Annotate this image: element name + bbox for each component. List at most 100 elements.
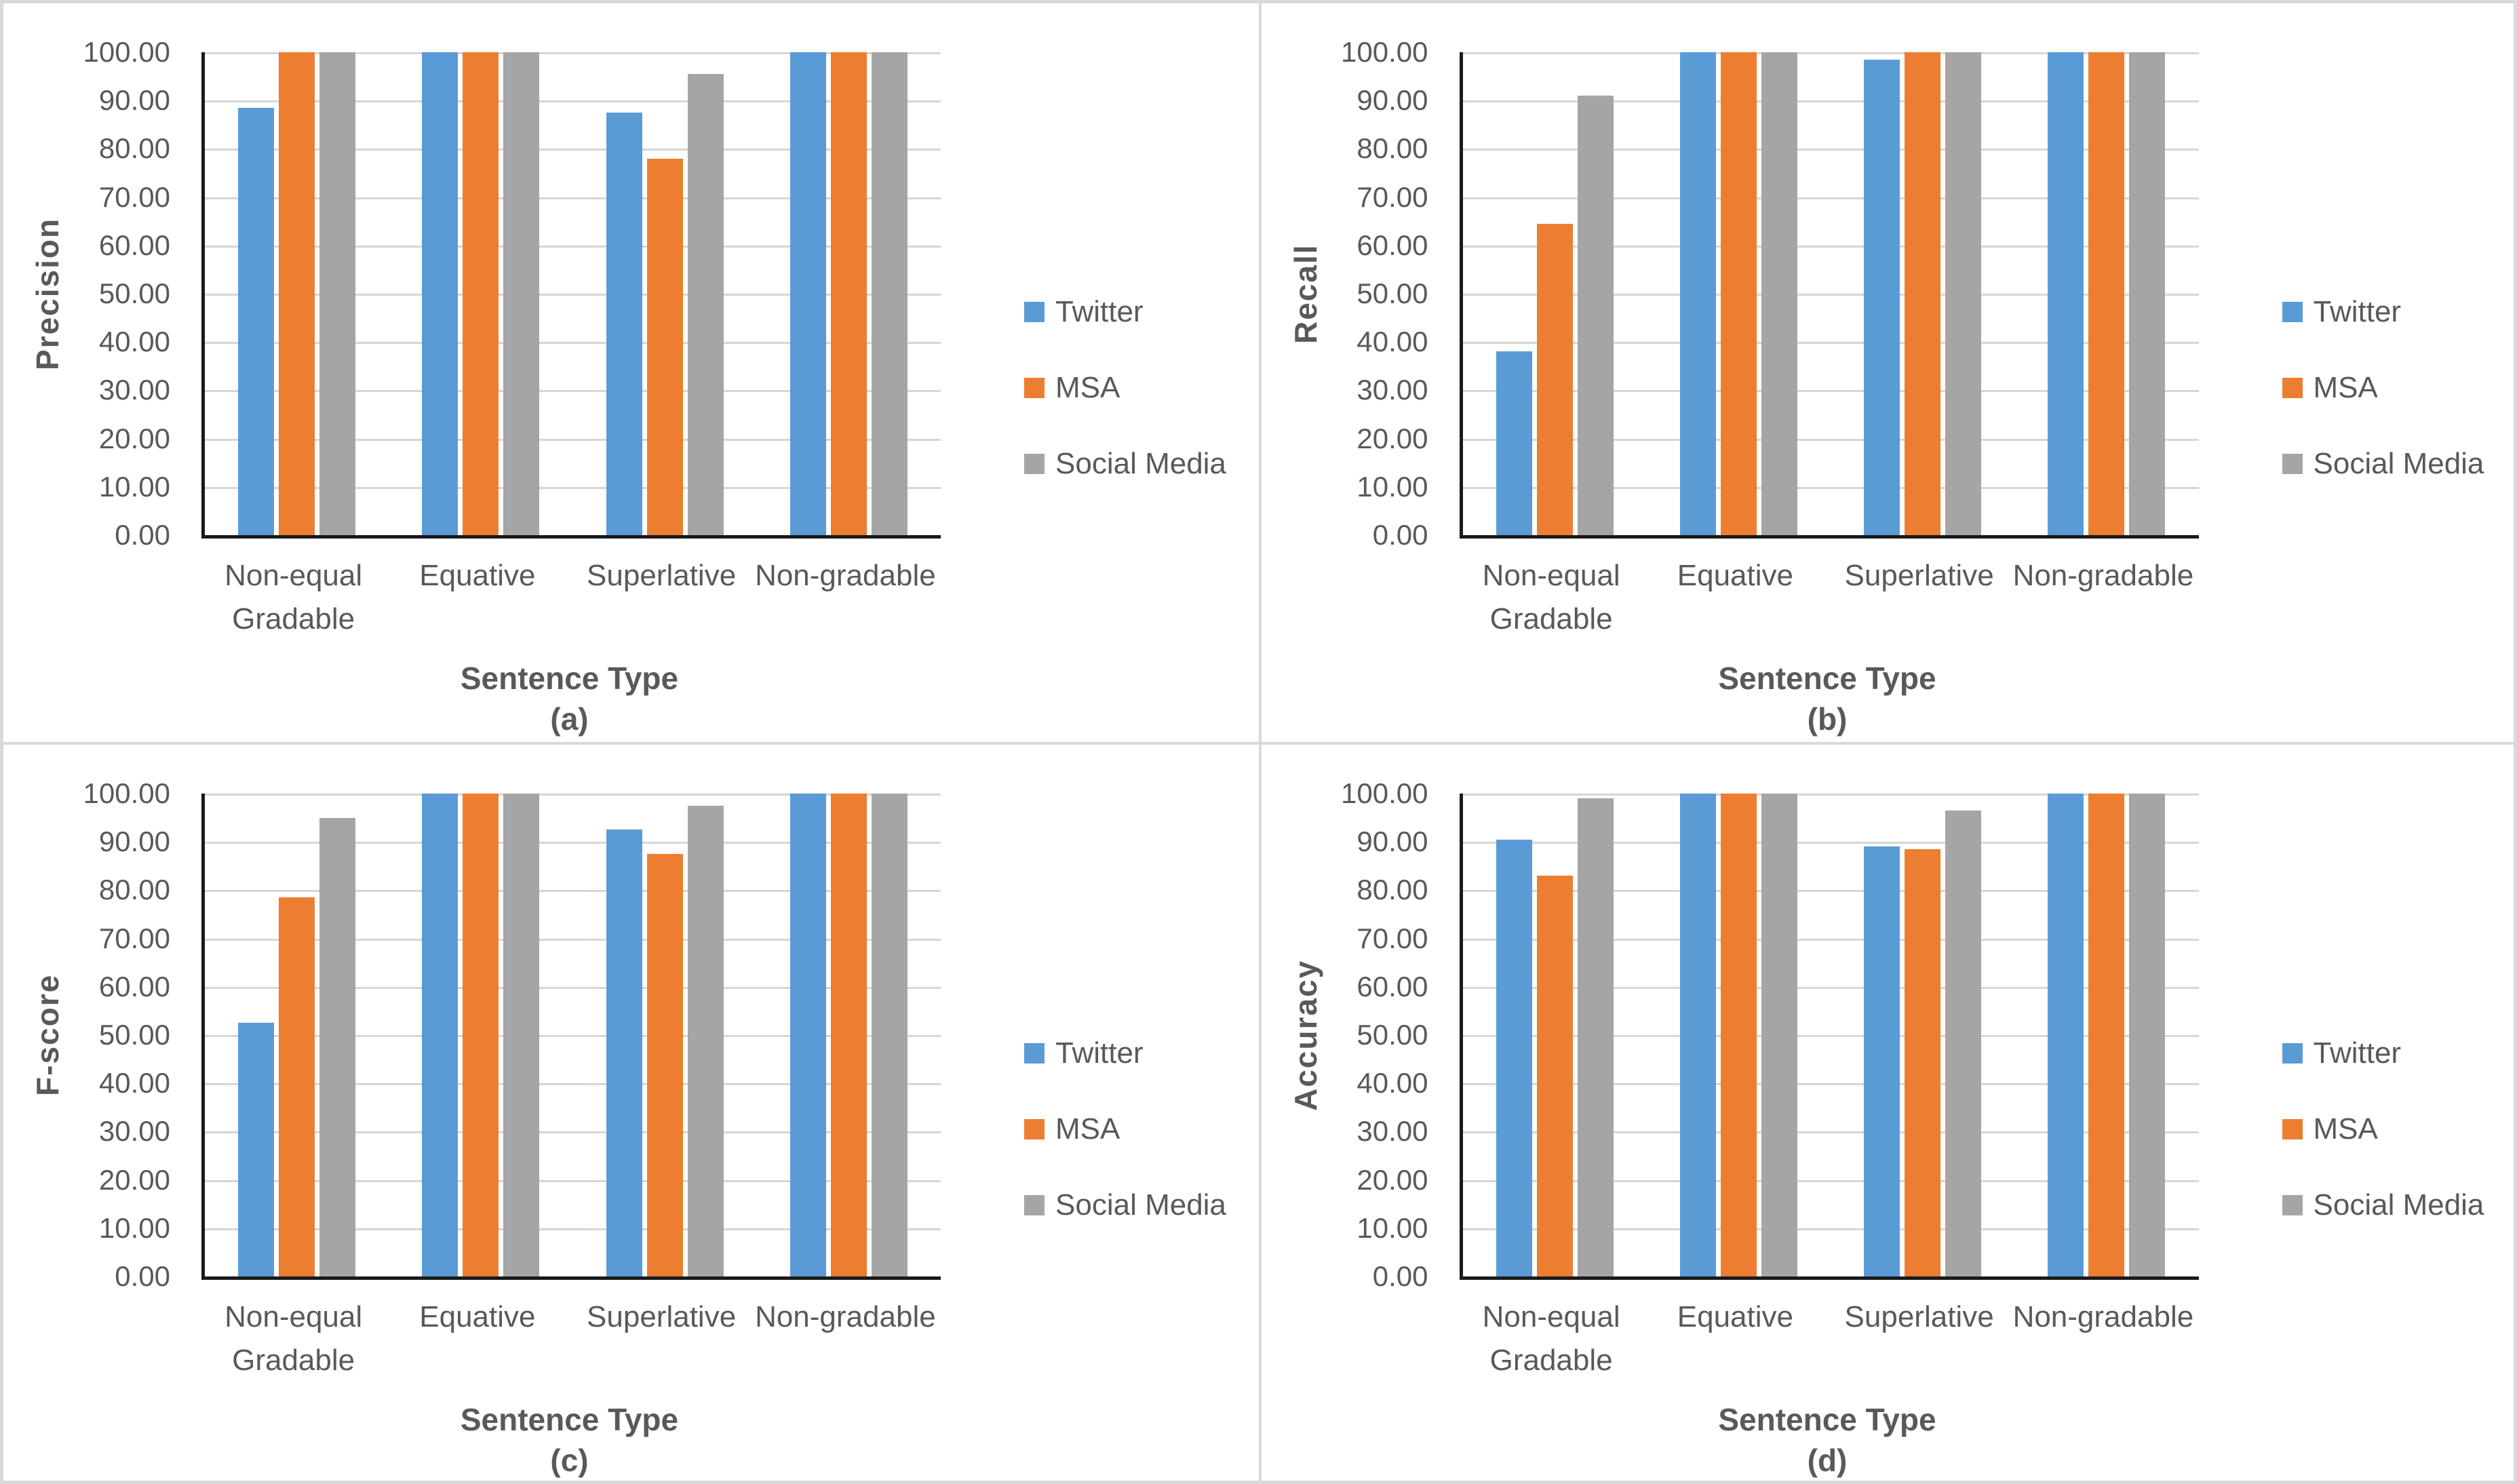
bar-group-superlative (573, 794, 757, 1276)
bar-twitter-non-equal-gradable (238, 107, 275, 535)
gridline (205, 100, 941, 103)
legend-swatch-icon (2282, 1195, 2303, 1215)
y-tick-label: 10.00 (98, 1211, 170, 1244)
x-category-labels: Non-equal Gradable Equative Superlative Non… (201, 1295, 937, 1382)
bar-msa-superlative (1905, 52, 1941, 535)
gridline (205, 1228, 941, 1230)
bar-msa-non-equal-gradable (279, 897, 315, 1276)
x-axis-title: Sentence Type (460, 661, 679, 696)
legend-item-social-media: Social Media (1024, 1188, 1258, 1222)
y-tick-label: 30.00 (98, 374, 170, 406)
x-category-label: Superlative (1844, 1300, 1994, 1333)
panel-letter: (b) (1807, 701, 1848, 737)
gridline (1462, 794, 2199, 796)
bar-social-media-superlative (687, 74, 724, 535)
legend-swatch-icon (1024, 1043, 1045, 1063)
bar-twitter-non-gradable (2048, 52, 2084, 535)
plot-area (1459, 794, 2199, 1280)
y-tick-label: 30.00 (1357, 1115, 1428, 1148)
y-tick-label: 20.00 (98, 1163, 170, 1196)
gridline (1462, 294, 2199, 296)
x-category-label: Equative (1677, 1300, 1793, 1333)
x-category-label: Non-gradable (2012, 1300, 2194, 1333)
y-axis-ticks: 0.00 10.00 20.00 30.00 40.00 50.00 60.00 70.00 8… (3, 36, 181, 551)
gridline (205, 197, 941, 199)
panel-letter: (a) (550, 701, 589, 737)
legend-label: MSA (1055, 1112, 1120, 1146)
bar-group-non-gradable (2014, 794, 2198, 1276)
bar-social-media-non-equal-gradable (319, 52, 356, 535)
bar-group-non-equal-gradable (205, 794, 389, 1276)
legend-label: Twitter (2313, 1036, 2402, 1070)
bar-social-media-equative (503, 794, 540, 1276)
bar-msa-equative (463, 794, 499, 1276)
bar-groups (205, 52, 941, 535)
panel-letter: (c) (550, 1443, 589, 1478)
legend-swatch-icon (1024, 1119, 1045, 1139)
bar-twitter-non-gradable (2048, 794, 2084, 1276)
panel-d-accuracy: Accuracy 0.00 10.00 20.00 30.00 40.00 50.00 60… (1258, 742, 2516, 1481)
y-tick-label: 90.00 (98, 825, 170, 858)
bar-twitter-equative (1679, 52, 1716, 535)
bar-group-superlative (1831, 794, 2014, 1276)
gridline (205, 52, 941, 54)
panel-a-precision: Precision 0.00 10.00 20.00 30.00 40.00 50.00 6… (3, 3, 1259, 742)
bar-group-superlative (1831, 52, 2014, 535)
bar-msa-non-gradable (2088, 52, 2125, 535)
legend-item-social-media: Social Media (2282, 447, 2516, 481)
gridline (1462, 1035, 2199, 1037)
y-tick-label: 0.00 (115, 1260, 170, 1292)
legend-item-msa: MSA (1024, 1112, 1258, 1146)
bar-group-non-equal-gradable (1463, 52, 1647, 535)
x-category-label: Non-equal Gradable (225, 1300, 363, 1377)
y-tick-label: 80.00 (98, 874, 170, 906)
gridline (1462, 1179, 2199, 1182)
legend-label: Social Media (2313, 447, 2484, 480)
y-tick-label: 40.00 (1357, 326, 1428, 358)
x-category-label: Superlative (587, 559, 737, 592)
legend-label: Twitter (1055, 295, 1144, 328)
x-category-label: Non-equal Gradable (1482, 559, 1620, 636)
bar-group-non-gradable (757, 794, 941, 1276)
bar-msa-equative (1720, 794, 1757, 1276)
gridline (205, 1179, 941, 1182)
bar-msa-non-gradable (830, 794, 867, 1276)
y-tick-label: 40.00 (98, 326, 170, 358)
gridline (205, 842, 941, 844)
bar-msa-non-gradable (830, 52, 867, 535)
x-axis-title: Sentence Type (1718, 1402, 1936, 1437)
bar-msa-non-equal-gradable (1536, 876, 1573, 1276)
gridline (205, 986, 941, 989)
y-tick-label: 80.00 (1357, 874, 1428, 906)
y-tick-label: 60.00 (98, 970, 170, 1002)
x-category-label: Equative (419, 1300, 536, 1333)
bar-msa-superlative (646, 158, 683, 535)
y-tick-label: 50.00 (1357, 1019, 1428, 1051)
bar-groups (1463, 794, 2199, 1276)
legend-label: Social Media (1055, 447, 1226, 480)
x-category-labels: Non-equal Gradable Equative Superlative Non… (201, 554, 937, 641)
bar-group-non-equal-gradable (1463, 794, 1647, 1276)
y-tick-label: 30.00 (1357, 374, 1428, 406)
bar-group-superlative (573, 52, 757, 535)
legend-item-social-media: Social Media (2282, 1188, 2516, 1222)
gridline (1462, 197, 2199, 199)
gridline (205, 794, 941, 796)
bar-msa-non-equal-gradable (279, 52, 315, 535)
bar-twitter-non-gradable (789, 52, 826, 535)
y-tick-label: 100.00 (1341, 36, 1428, 68)
bar-twitter-equative (422, 794, 458, 1276)
legend-label: MSA (2313, 371, 2378, 404)
bar-twitter-non-gradable (789, 794, 826, 1276)
bar-group-non-gradable (757, 52, 941, 535)
bar-social-media-equative (1761, 52, 1797, 535)
gridline (205, 294, 941, 296)
legend-item-twitter: Twitter (2282, 1036, 2516, 1070)
y-tick-label: 40.00 (1357, 1067, 1428, 1099)
gridline (1462, 1083, 2199, 1086)
panel-c-fscore: F-score 0.00 10.00 20.00 30.00 40.00 50.00 60.… (3, 742, 1259, 1481)
y-axis-ticks: 0.00 10.00 20.00 30.00 40.00 50.00 60.00 70.00 8… (1262, 36, 1439, 551)
plot-area (201, 794, 941, 1280)
bar-msa-non-equal-gradable (1536, 223, 1573, 535)
